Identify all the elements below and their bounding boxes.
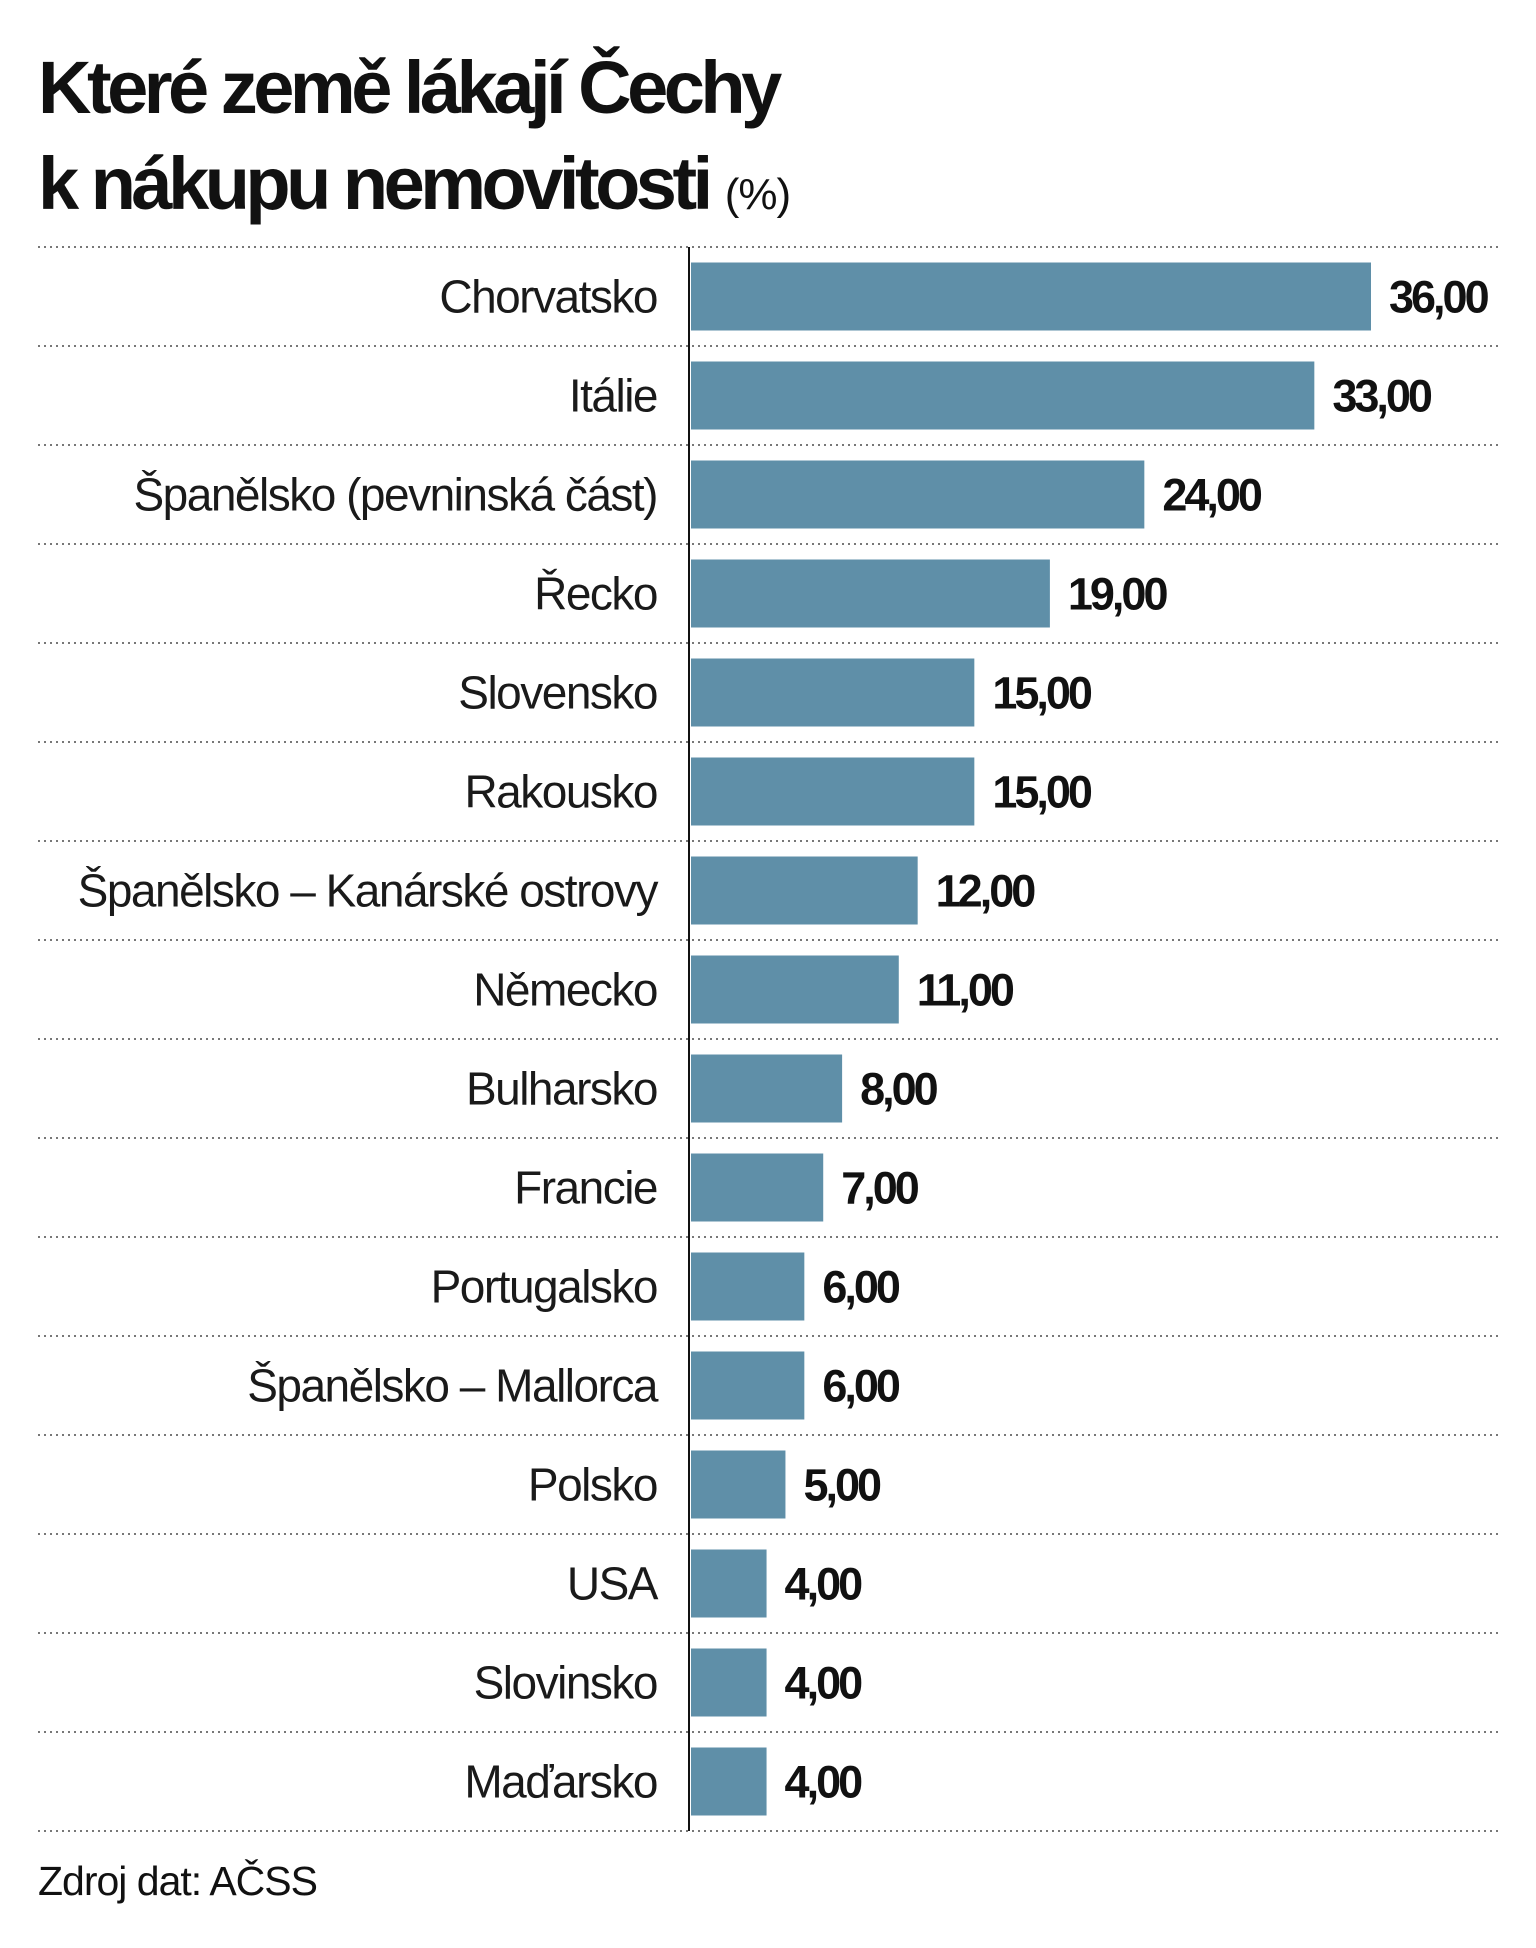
bar xyxy=(691,1450,786,1519)
category-label: Maďarsko xyxy=(464,1756,657,1808)
category-label: Polsko xyxy=(528,1459,657,1511)
bar xyxy=(691,460,1145,529)
value-label: 8,00 xyxy=(860,1064,938,1115)
bar xyxy=(691,559,1050,628)
category-label: Slovinsko xyxy=(474,1657,657,1709)
category-label: Německo xyxy=(473,964,657,1016)
value-label: 4,00 xyxy=(785,1757,863,1808)
bar xyxy=(691,1747,767,1816)
value-label: 4,00 xyxy=(785,1658,863,1709)
category-label: Řecko xyxy=(534,568,657,620)
bar-chart: Chorvatsko 36,00 Itálie 33,00 Španělsko (pev… xyxy=(38,246,1502,1832)
chart-title-line2: k nákupu nemovitosti xyxy=(38,142,713,225)
value-label: 6,00 xyxy=(822,1361,900,1412)
value-label: 15,00 xyxy=(992,668,1092,719)
category-label: USA xyxy=(567,1558,659,1610)
category-label: Francie xyxy=(514,1162,657,1214)
value-label: 5,00 xyxy=(803,1460,881,1511)
category-label: Rakousko xyxy=(464,766,657,818)
source-note: Zdroj dat: AČSS xyxy=(38,1858,318,1904)
bar xyxy=(691,856,918,925)
value-label: 12,00 xyxy=(936,866,1036,917)
category-label: Bulharsko xyxy=(466,1063,657,1115)
bar xyxy=(691,1153,824,1222)
value-label: 6,00 xyxy=(822,1262,900,1313)
bar xyxy=(691,658,975,727)
chart-title: Které země lákají Čechy k nákupu nemovit… xyxy=(38,40,791,243)
bar xyxy=(691,1054,843,1123)
value-label: 4,00 xyxy=(785,1559,863,1610)
value-label: 36,00 xyxy=(1389,272,1489,323)
value-label: 15,00 xyxy=(992,767,1092,818)
value-label: 7,00 xyxy=(841,1163,919,1214)
category-label: Španělsko – Kanárské ostrovy xyxy=(78,865,659,917)
bar xyxy=(691,1351,805,1420)
chart-title-unit: (%) xyxy=(724,170,791,219)
value-label: 24,00 xyxy=(1162,470,1262,521)
category-label: Portugalsko xyxy=(431,1261,657,1313)
bar xyxy=(691,1549,767,1618)
bar xyxy=(691,1252,805,1321)
value-label: 19,00 xyxy=(1068,569,1168,620)
value-label: 33,00 xyxy=(1332,371,1432,422)
bar xyxy=(691,1648,767,1717)
chart-title-line1: Které země lákají Čechy xyxy=(38,46,782,129)
bar xyxy=(691,955,899,1024)
category-label: Itálie xyxy=(569,370,657,422)
category-label: Španělsko (pevninská část) xyxy=(133,469,657,521)
category-label: Chorvatsko xyxy=(439,271,657,323)
category-label: Slovensko xyxy=(458,667,657,719)
value-label: 11,00 xyxy=(917,965,1014,1016)
bar xyxy=(691,361,1315,430)
category-label: Španělsko – Mallorca xyxy=(247,1360,659,1412)
bar xyxy=(691,262,1371,331)
bar xyxy=(691,757,975,826)
